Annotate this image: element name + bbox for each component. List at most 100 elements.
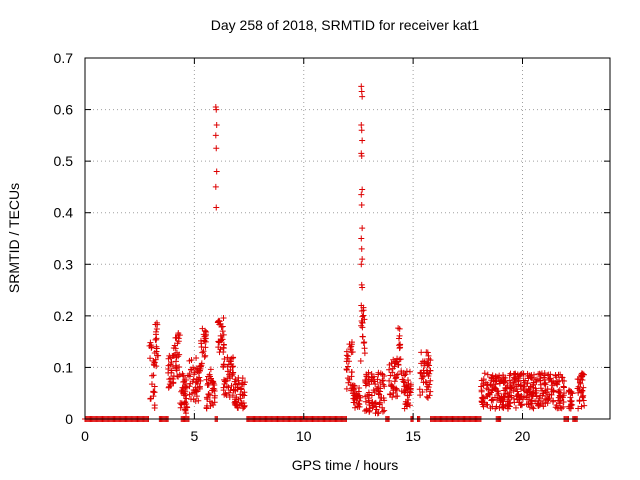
- data-point: [183, 395, 190, 402]
- data-point: [372, 381, 379, 388]
- data-point: [189, 378, 196, 385]
- data-point: [170, 380, 177, 387]
- data-point: [416, 386, 423, 393]
- data-point: [393, 374, 400, 381]
- data-point: [506, 389, 513, 396]
- data-point: [541, 380, 548, 387]
- data-point: [171, 342, 178, 349]
- data-point: [578, 403, 585, 410]
- data-point: [215, 338, 222, 345]
- data-point: [227, 358, 234, 365]
- data-point: [395, 325, 402, 332]
- data-point: [152, 331, 159, 338]
- data-point: [201, 338, 208, 345]
- data-point: [224, 354, 231, 361]
- data-point: [480, 380, 487, 387]
- data-point: [391, 359, 398, 366]
- data-point: [237, 395, 244, 402]
- data-point: [403, 368, 410, 375]
- data-point: [195, 397, 202, 404]
- data-point: [389, 369, 396, 376]
- data-point: [358, 235, 365, 242]
- data-point: [523, 401, 530, 408]
- data-point: [396, 332, 403, 339]
- data-point: [397, 356, 404, 363]
- data-point: [234, 384, 241, 391]
- data-point: [205, 381, 212, 388]
- data-point: [478, 387, 485, 394]
- data-point: [516, 372, 523, 379]
- data-point: [420, 367, 427, 374]
- data-point: [357, 357, 364, 364]
- data-point: [170, 373, 177, 380]
- data-point: [376, 391, 383, 398]
- data-point: [351, 399, 358, 406]
- y-tick-label: 0.5: [54, 153, 74, 169]
- data-point: [153, 348, 160, 355]
- data-point: [536, 401, 543, 408]
- data-point: [396, 325, 403, 332]
- data-point: [506, 393, 513, 400]
- data-point: [356, 397, 363, 404]
- y-tick-label: 0.2: [54, 308, 74, 324]
- data-point: [150, 372, 157, 379]
- data-point: [575, 383, 582, 390]
- data-point: [362, 398, 369, 405]
- data-point: [358, 201, 365, 208]
- data-point: [344, 355, 351, 362]
- data-point: [202, 352, 209, 359]
- data-point: [193, 393, 200, 400]
- data-point: [241, 379, 248, 386]
- y-tick-label: 0.4: [54, 205, 74, 221]
- data-point: [501, 387, 508, 394]
- data-point: [365, 397, 372, 404]
- data-point: [210, 378, 217, 385]
- data-point: [550, 388, 557, 395]
- data-point: [217, 332, 224, 339]
- data-point: [525, 386, 532, 393]
- data-point: [168, 358, 175, 365]
- plot-frame: [84, 57, 611, 420]
- data-point: [486, 390, 493, 397]
- data-point: [574, 376, 581, 383]
- data-point: [521, 387, 528, 394]
- data-point: [215, 344, 222, 351]
- data-point: [181, 383, 188, 390]
- data-point: [176, 332, 183, 339]
- data-point: [228, 355, 235, 362]
- data-point: [189, 390, 196, 397]
- data-point: [212, 132, 219, 139]
- data-point: [423, 386, 430, 393]
- data-point: [196, 374, 203, 381]
- data-point: [544, 400, 551, 407]
- data-point: [348, 339, 355, 346]
- data-point: [193, 354, 200, 361]
- data-point: [239, 391, 246, 398]
- data-point: [396, 342, 403, 349]
- data-point: [153, 363, 160, 370]
- data-point: [212, 183, 219, 190]
- data-point: [580, 392, 587, 399]
- data-point: [213, 168, 220, 175]
- data-point: [199, 349, 206, 356]
- data-point: [358, 191, 365, 198]
- data-point: [204, 395, 211, 402]
- data-point: [360, 312, 367, 319]
- data-point: [375, 384, 382, 391]
- data-point: [423, 370, 430, 377]
- data-point: [220, 315, 227, 322]
- x-tick-label: 20: [515, 428, 531, 444]
- y-tick-label: 0.7: [54, 50, 74, 66]
- data-point: [501, 379, 508, 386]
- data-point: [575, 405, 582, 412]
- data-point: [347, 346, 354, 353]
- data-point: [211, 399, 218, 406]
- data-point: [427, 367, 434, 374]
- data-point: [225, 384, 232, 391]
- data-point: [487, 405, 494, 412]
- data-point: [404, 377, 411, 384]
- data-point: [510, 374, 517, 381]
- data-point: [479, 399, 486, 406]
- data-point: [532, 398, 539, 405]
- data-point: [419, 358, 426, 365]
